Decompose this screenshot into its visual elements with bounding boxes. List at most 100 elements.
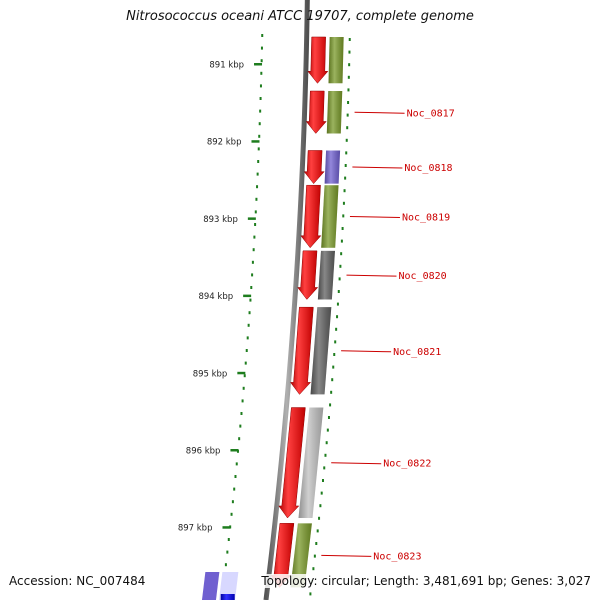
accession-text: Accession: NC_007484: [9, 574, 146, 588]
minor-tick: [231, 500, 234, 504]
minor-tick: [342, 201, 345, 205]
forward-gene-arrow: [300, 184, 322, 249]
tick-label: 895 kbp: [193, 369, 228, 379]
minor-tick: [257, 160, 260, 163]
minor-tick: [329, 403, 332, 407]
minor-tick: [224, 563, 227, 567]
forward-gene-arrow: [290, 306, 314, 395]
minor-tick: [318, 516, 321, 520]
cog-block-shade: [324, 150, 341, 184]
minor-tick: [340, 252, 343, 256]
minor-tick: [348, 63, 351, 67]
minor-tick: [330, 390, 333, 394]
major-tick: [237, 371, 246, 375]
feature-leader-line: [346, 274, 397, 277]
minor-tick: [340, 239, 343, 243]
minor-tick: [335, 327, 338, 331]
minor-tick: [240, 412, 243, 415]
cog-block-shade: [321, 185, 339, 248]
minor-tick: [319, 504, 322, 508]
minor-tick: [247, 323, 250, 327]
minor-tick: [321, 479, 324, 482]
minor-tick: [339, 264, 342, 268]
minor-tick: [242, 386, 245, 390]
minor-tick: [253, 235, 256, 239]
tick-label: 897 kbp: [178, 524, 213, 534]
minor-tick: [315, 542, 318, 545]
reverse-gene-arrow: [218, 572, 239, 600]
minor-tick: [309, 592, 312, 596]
minor-tick: [336, 315, 339, 319]
minor-tick: [251, 273, 254, 277]
cog-block-shade: [310, 307, 332, 395]
minor-tick: [254, 223, 257, 226]
minor-tick: [248, 311, 251, 315]
minor-tick: [259, 109, 262, 113]
minor-tick: [334, 340, 337, 344]
minor-tick: [254, 210, 257, 214]
minor-tick: [260, 71, 263, 75]
forward-gene-arrow: [307, 36, 329, 84]
minor-tick: [241, 399, 244, 403]
minor-tick: [260, 59, 263, 63]
minor-tick: [238, 437, 241, 441]
minor-tick: [338, 277, 341, 281]
major-tick: [251, 140, 260, 143]
tick-label: 893 kbp: [203, 215, 238, 225]
minor-tick: [255, 197, 258, 201]
forward-gene-arrow: [305, 90, 327, 134]
feature-leader-line: [341, 350, 392, 353]
minor-tick: [343, 189, 346, 193]
minor-tick: [347, 101, 350, 104]
forward-gene-arrow: [297, 250, 319, 300]
major-tick: [243, 294, 252, 298]
major-tick: [230, 449, 239, 452]
minor-tick: [250, 286, 253, 289]
tick-label: 894 kbp: [198, 292, 233, 302]
minor-tick: [333, 353, 336, 356]
minor-tick: [341, 227, 344, 230]
minor-tick: [233, 487, 236, 491]
minor-tick: [258, 134, 261, 138]
minor-tick: [313, 554, 316, 558]
minor-tick: [331, 378, 334, 382]
minor-tick: [320, 491, 323, 495]
tick-label: 892 kbp: [207, 138, 242, 148]
cog-block-shade: [326, 91, 343, 134]
feature-label: Noc_0823: [373, 551, 421, 562]
feature-leader-line: [354, 111, 405, 114]
minor-tick: [256, 172, 259, 176]
minor-tick: [258, 122, 261, 126]
minor-tick: [344, 164, 347, 167]
minor-tick: [260, 46, 263, 50]
feature-leader-line: [321, 554, 372, 557]
reverse-gene-arrow: [220, 594, 235, 600]
feature-label: Noc_0817: [407, 108, 455, 119]
minor-tick: [249, 298, 252, 302]
minor-tick: [243, 374, 246, 378]
major-tick: [247, 217, 256, 220]
minor-tick: [336, 302, 339, 306]
minor-tick: [325, 441, 328, 445]
major-tick: [222, 526, 231, 529]
minor-tick: [245, 349, 248, 352]
minor-tick: [259, 84, 262, 88]
tick-label: 891 kbp: [209, 61, 244, 71]
cog-block-shade: [290, 523, 312, 588]
minor-tick: [326, 428, 329, 432]
minor-tick: [230, 512, 233, 516]
minor-tick: [312, 567, 315, 571]
minor-tick: [259, 97, 262, 100]
cog-block-shade: [298, 407, 324, 518]
minor-tick: [345, 138, 348, 142]
minor-tick: [348, 50, 351, 54]
minor-tick: [342, 214, 345, 218]
cog-block-shade: [317, 250, 335, 300]
feature-label: Noc_0819: [402, 212, 450, 223]
feature-label: Noc_0818: [404, 163, 452, 174]
feature-label: Noc_0820: [398, 271, 446, 282]
tick-label: 896 kbp: [186, 447, 221, 457]
map-title: Nitrosococcus oceani ATCC 19707, complet…: [126, 9, 474, 24]
